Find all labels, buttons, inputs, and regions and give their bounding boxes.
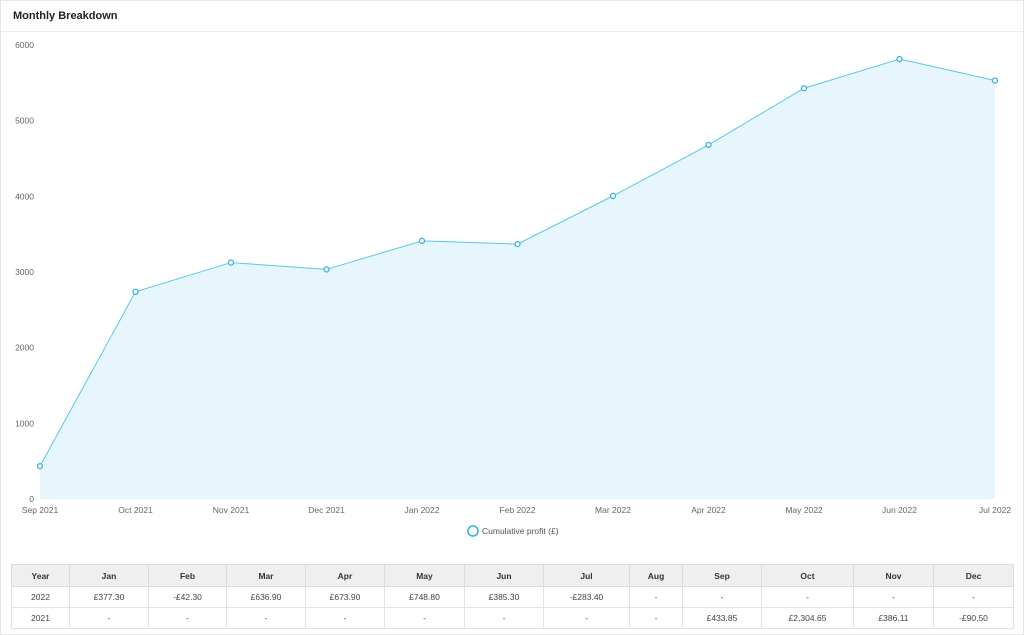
data-point-4 (418, 237, 426, 245)
table-cell: £748.80 (384, 586, 465, 608)
x-tick-label: May 2022 (785, 505, 823, 515)
table-cell: £636.90 (226, 586, 306, 608)
table-cell: £385.30 (464, 586, 544, 608)
data-point-7 (705, 141, 712, 149)
column-header: Jun (464, 564, 544, 587)
table-cell: - (148, 607, 227, 629)
panel-title: Monthly Breakdown (13, 10, 118, 22)
data-point-6 (609, 192, 617, 200)
column-header: Jan (69, 564, 149, 587)
column-header: Oct (761, 564, 854, 587)
table-cell: - (69, 607, 149, 629)
table-cell: 2022 (11, 586, 70, 608)
table-header: Year Jan Feb Mar Apr May Jun Jul Aug Sep Oct Nov Dec (11, 564, 1014, 587)
panel-header: Monthly Breakdown (1, 1, 1023, 32)
table-cell: - (226, 607, 306, 629)
table-cell: -£283.40 (543, 586, 630, 608)
table-cell: -£42.30 (148, 586, 227, 608)
table-cell: 2021 (11, 607, 70, 629)
column-header: Sep (682, 564, 762, 587)
column-header: Mar (226, 564, 306, 587)
table-cell: - (682, 586, 762, 608)
table-cell: - (384, 607, 465, 629)
table-row: 2021- - - - - - - - £433.85 £2,304.65 £386.11 -£90.… (11, 607, 1014, 629)
x-tick-label: Sep 2021 (22, 505, 59, 515)
data-point-8 (800, 85, 808, 92)
x-tick-label: Oct 2021 (118, 505, 153, 515)
y-tick-label: 2000 (15, 343, 34, 353)
column-header: Dec (933, 564, 1014, 587)
x-tick-label: Jul 2022 (979, 505, 1011, 515)
y-tick-label: 3000 (15, 267, 34, 277)
table-cell: £433.85 (682, 607, 762, 629)
table-cell: £386.11 (853, 607, 934, 629)
data-point-1 (132, 288, 139, 295)
legend-label: Cumulative profit (£) (482, 526, 559, 536)
column-header: Apr (305, 564, 385, 587)
y-tick-label: 5000 (15, 116, 34, 126)
y-tick-label: 4000 (15, 191, 34, 201)
table-cell: - (543, 607, 630, 629)
table-cell: - (305, 607, 385, 629)
column-header: Nov (853, 564, 934, 587)
x-tick-label: Jun 2022 (882, 505, 917, 515)
data-point-10 (991, 77, 999, 84)
table-cell: - (629, 607, 683, 629)
table-cell: £673.90 (305, 586, 385, 608)
x-tick-label: Dec 2021 (308, 505, 345, 515)
column-header: Aug (629, 564, 683, 587)
table-header-row: Year Jan Feb Mar Apr May Jun Jul Aug Sep Oct Nov Dec (11, 564, 1014, 587)
table-cell: £377.30 (69, 586, 149, 608)
data-point-3 (323, 266, 330, 273)
table-cell: - (853, 586, 934, 608)
series-area-fill (40, 59, 995, 499)
x-tick-label: Feb 2022 (500, 505, 536, 515)
data-point-2 (227, 259, 235, 266)
y-tick-label: 1000 (15, 418, 34, 428)
column-header: Jul (543, 564, 630, 587)
table-body: 2022 £377.30 -£42.30 £636.90 £673.90 £748.80 £… (11, 586, 1014, 629)
table-cell: - (761, 586, 854, 608)
data-point-9 (896, 55, 903, 63)
data-point-0 (36, 463, 44, 470)
table-row: 2022 £377.30 -£42.30 £636.90 £673.90 £748.80 £… (11, 586, 1014, 608)
table-cell: -£90.50 (933, 607, 1014, 629)
column-header: Year (11, 564, 70, 587)
y-tick-label: 6000 (15, 40, 34, 50)
x-tick-label: Nov 2021 (213, 505, 250, 515)
x-tick-label: Mar 2022 (595, 505, 631, 515)
cumulative-profit-chart: 0 1000 2000 3000 4000 5000 6000 Sep 2021 Oct 202… (15, 40, 1011, 537)
monthly-breakdown-table: Year Jan Feb Mar Apr May Jun Jul Aug Sep Oct Nov Dec… (11, 564, 1014, 629)
table-cell: - (629, 586, 683, 608)
table-cell: £2,304.65 (761, 607, 854, 629)
x-tick-label: Jan 2022 (405, 505, 440, 515)
column-header: Feb (148, 564, 227, 587)
data-point-5 (514, 240, 521, 248)
x-tick-label: Apr 2022 (691, 505, 726, 515)
table-cell: - (933, 586, 1014, 608)
y-tick-label: 0 (29, 494, 34, 504)
legend-marker-icon (467, 525, 479, 537)
column-header: May (384, 564, 465, 587)
table-cell: - (464, 607, 544, 629)
